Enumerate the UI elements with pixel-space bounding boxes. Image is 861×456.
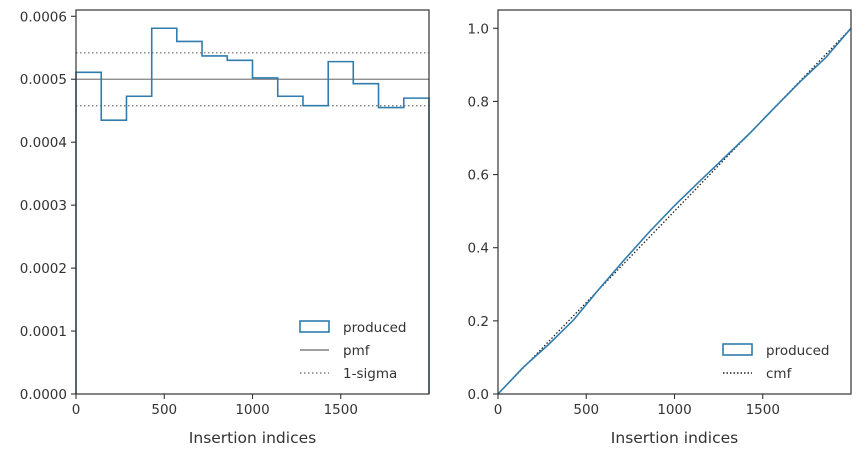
left-y-ticks: 0.0000 0.0001 0.0002 0.0003 0.0004 0.0005 0.00… (20, 9, 76, 403)
left-panel: 0 500 1000 1500 0.00000.00010.00020.00030.0… (20, 9, 430, 447)
legend-cmf-label: cmf (766, 366, 793, 382)
legend-produced-label: produced (343, 320, 407, 336)
right-axes-frame (497, 9, 852, 395)
y-tick-label: 1.0 (468, 21, 489, 37)
produced-histogram-step (75, 27, 430, 394)
legend-1-sigma-label: 1-sigma (343, 366, 397, 382)
y-tick-label: 0.4 (468, 241, 489, 257)
y-tick-label: 0.0000 (20, 387, 67, 403)
y-tick-label: 0.0005 (20, 72, 67, 88)
legend-produced-label: produced (766, 343, 830, 359)
y-tick-label: 0.0 (468, 387, 489, 403)
legend-produced-swatch (299, 320, 330, 333)
left-legend: produced pmf 1-sigma (299, 320, 407, 382)
x-tick-label: 1000 (657, 402, 691, 418)
right-legend: produced cmf (722, 343, 830, 382)
x-tick-label: 1000 (235, 402, 269, 418)
x-tick-label: 0 (72, 402, 81, 418)
y-tick-label: 0.0004 (20, 135, 67, 151)
x-tick-label: 0 (494, 402, 503, 418)
y-tick-label: 0.0003 (20, 198, 67, 214)
left-plot-area (75, 27, 430, 394)
right-x-axis-label: Insertion indices (611, 429, 738, 447)
y-tick-label: 0.2 (468, 314, 489, 330)
x-tick-label: 500 (151, 402, 177, 418)
right-y-ticks: 0.0 0.2 0.4 0.6 0.8 1.0 (468, 21, 498, 403)
left-x-ticks: 0 500 1000 1500 (72, 394, 358, 418)
right-x-ticks: 0 500 1000 1500 (494, 394, 780, 418)
x-tick-label: 500 (573, 402, 599, 418)
y-tick-label: 0.8 (468, 94, 489, 110)
right-panel: 0 500 1000 1500 0.0 0.2 0.4 0.6 0.8 1.0 Insertio… (468, 9, 852, 447)
legend-pmf-label: pmf (343, 343, 371, 359)
y-tick-label: 0.0002 (20, 261, 67, 277)
right-plot-area (497, 27, 852, 395)
left-x-axis-label: Insertion indices (189, 429, 316, 447)
y-tick-label: 0.0001 (20, 324, 67, 340)
x-tick-label: 1500 (746, 402, 780, 418)
produced-cumulative-line (497, 27, 852, 395)
y-tick-label: 0.6 (468, 168, 489, 184)
legend-produced-swatch (722, 343, 753, 356)
x-tick-label: 1500 (324, 402, 358, 418)
y-tick-label: 0.0006 (20, 9, 67, 25)
